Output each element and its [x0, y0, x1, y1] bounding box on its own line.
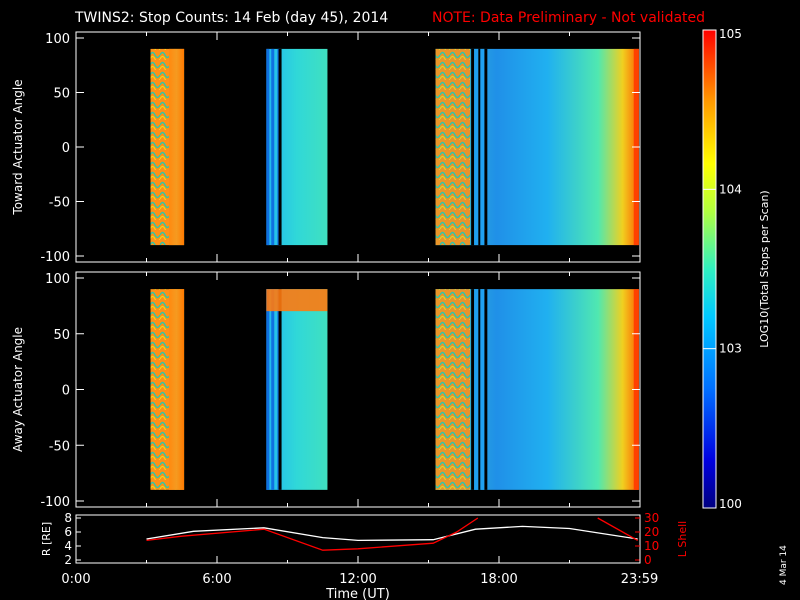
colorbar-gradient [702, 29, 717, 509]
dark-stripe [474, 48, 479, 246]
y-tick-label: 8 [64, 511, 72, 525]
gap-stripe [471, 48, 475, 246]
dark-stripe [266, 289, 270, 490]
y-tick-label: 100 [45, 272, 70, 287]
y-tick-label-right: 10 [644, 539, 659, 553]
colorbar-tick-label: 103 [719, 342, 742, 356]
y-tick-label: 2 [64, 553, 72, 567]
x-tick-label: 18:00 [480, 572, 517, 587]
dark-stripe [266, 48, 270, 246]
y-tick-label: 100 [45, 32, 70, 47]
x-tick-label: 6:00 [202, 572, 231, 587]
y-axis-label: Away Actuator Angle [11, 327, 25, 452]
toward-heatmap-panel: 100 50 0 -50 -100 Toward Actuator Angle [11, 31, 641, 265]
gap-stripe [278, 289, 282, 490]
y-tick-label: 50 [53, 328, 70, 343]
data-block-1 [266, 48, 328, 246]
dark-stripe [480, 289, 485, 490]
gap-stripe [478, 289, 482, 490]
y-tick-label: -50 [49, 196, 70, 211]
orange-fill [168, 289, 185, 490]
dark-stripe [474, 289, 479, 490]
y-axis-label: Toward Actuator Angle [11, 79, 25, 215]
wave-region [435, 289, 471, 490]
series-line-1 [146, 517, 479, 551]
colorbar-tick-label: 104 [719, 182, 742, 196]
y-tick-label: 0 [62, 384, 70, 399]
x-tick-label: 0:00 [61, 572, 90, 587]
y-tick-label-right: 30 [644, 511, 659, 525]
dark-stripe [480, 48, 485, 246]
y-tick-label: 4 [64, 539, 72, 553]
colorbar-tick-label: 105 [719, 27, 742, 41]
x-axis-label: Time (UT) [325, 587, 390, 600]
generation-date: 4 Mar 14 [779, 545, 789, 585]
y-tick-label: -100 [40, 495, 70, 510]
gap-stripe [484, 48, 488, 246]
series-line-2 [597, 517, 638, 541]
gap-stripe [484, 289, 488, 490]
y-axis-label-right: L Shell [676, 521, 689, 557]
colorbar-label: LOG10(Total Stops per Scan) [758, 190, 771, 347]
y-tick-label: 50 [53, 87, 70, 102]
x-tick-label: 12:00 [339, 572, 376, 587]
chart-title: TWINS2: Stop Counts: 14 Feb (day 45), 20… [74, 10, 388, 26]
data-block-1 [266, 289, 328, 490]
dark-stripe [271, 48, 275, 246]
away-heatmap-panel: 100 50 0 -50 -100 Away Actuator Angle [11, 271, 641, 510]
colorbar: 100 103 104 105 LOG10(Total Stops per Scan) [702, 27, 771, 511]
x-tick-label: 23:59 [621, 572, 658, 587]
y-tick-label: -100 [40, 250, 70, 265]
dark-stripe [271, 289, 275, 490]
y-tick-label: 0 [62, 141, 70, 156]
y-tick-label-right: 20 [644, 525, 659, 539]
colorbar-tick-label: 100 [719, 497, 742, 511]
y-tick-label-right: 0 [644, 553, 652, 567]
series-line-0 [146, 525, 638, 542]
gap-stripe [478, 48, 482, 246]
y-tick-label: 6 [64, 525, 72, 539]
preliminary-note: NOTE: Data Preliminary - Not validated [432, 10, 705, 26]
gap-stripe [471, 289, 475, 490]
y-axis-label-left: R [RE] [40, 522, 53, 556]
gap-stripe [278, 48, 282, 246]
high-band [266, 289, 328, 312]
orange-fill [168, 48, 185, 246]
y-tick-label: -50 [49, 439, 70, 454]
wave-region [435, 48, 471, 246]
